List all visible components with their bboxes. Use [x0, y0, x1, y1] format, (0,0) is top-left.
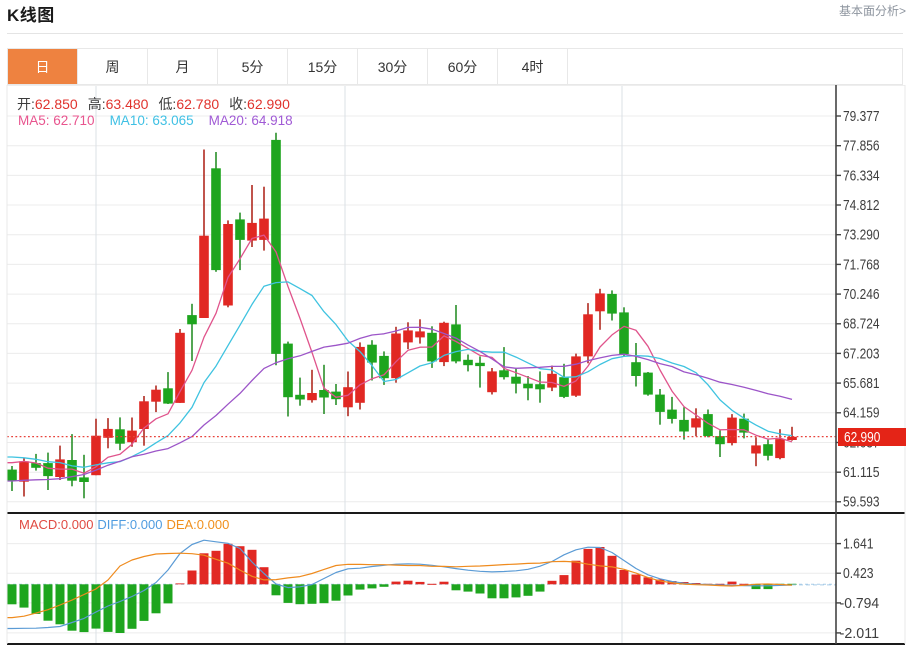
svg-text:1.641: 1.641: [843, 537, 874, 553]
svg-text:61.115: 61.115: [843, 465, 880, 481]
svg-text:0.423: 0.423: [843, 566, 874, 582]
svg-text:64.159: 64.159: [843, 406, 880, 422]
svg-text:76.334: 76.334: [843, 168, 880, 184]
svg-text:67.203: 67.203: [843, 346, 880, 362]
svg-text:70.246: 70.246: [843, 287, 880, 303]
svg-text:65.681: 65.681: [843, 376, 880, 392]
svg-text:-2.011: -2.011: [840, 626, 880, 642]
svg-text:71.768: 71.768: [843, 257, 880, 273]
svg-text:59.593: 59.593: [843, 495, 880, 511]
svg-text:-0.794: -0.794: [840, 596, 880, 612]
svg-text:77.856: 77.856: [843, 139, 880, 155]
svg-text:73.290: 73.290: [843, 228, 880, 244]
svg-text:79.377: 79.377: [843, 109, 880, 125]
svg-text:68.724: 68.724: [843, 317, 880, 333]
svg-text:62.990: 62.990: [844, 430, 880, 446]
svg-text:74.812: 74.812: [843, 198, 880, 214]
